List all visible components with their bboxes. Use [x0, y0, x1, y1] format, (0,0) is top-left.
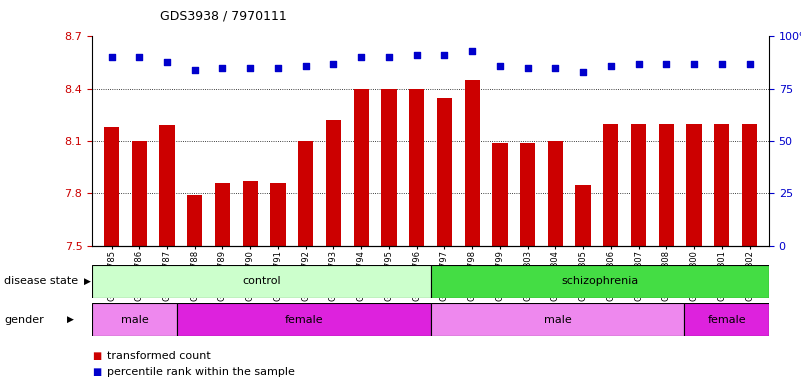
- Bar: [493, 143, 508, 246]
- Bar: [575, 185, 590, 246]
- Point: [438, 52, 451, 58]
- Point: [743, 61, 756, 67]
- Text: ▶: ▶: [66, 315, 74, 324]
- Point: [549, 65, 562, 71]
- Bar: [603, 124, 618, 246]
- Text: transformed count: transformed count: [107, 351, 211, 361]
- Bar: [353, 89, 368, 246]
- Point: [300, 63, 312, 69]
- Point: [632, 61, 645, 67]
- Point: [687, 61, 700, 67]
- Bar: [714, 124, 730, 246]
- Bar: [326, 120, 341, 246]
- Bar: [131, 141, 147, 246]
- Point: [327, 61, 340, 67]
- Point: [161, 58, 174, 65]
- Text: disease state: disease state: [4, 276, 78, 286]
- Bar: [187, 195, 203, 246]
- Text: female: female: [284, 314, 323, 325]
- Text: ▶: ▶: [84, 276, 91, 286]
- Text: GDS3938 / 7970111: GDS3938 / 7970111: [160, 10, 287, 23]
- Text: ■: ■: [92, 367, 102, 377]
- Point: [521, 65, 534, 71]
- Point: [660, 61, 673, 67]
- Text: control: control: [242, 276, 280, 286]
- Point: [577, 69, 590, 75]
- Bar: [381, 89, 396, 246]
- Point: [465, 48, 478, 54]
- Bar: [215, 183, 230, 246]
- Point: [605, 63, 618, 69]
- Bar: [520, 143, 535, 246]
- Bar: [684, 303, 769, 336]
- Bar: [686, 124, 702, 246]
- Point: [715, 61, 728, 67]
- Text: ■: ■: [92, 351, 102, 361]
- Bar: [159, 126, 175, 246]
- Bar: [104, 127, 119, 246]
- Point: [188, 67, 201, 73]
- Text: schizophrenia: schizophrenia: [562, 276, 638, 286]
- Bar: [92, 265, 430, 298]
- Bar: [92, 303, 177, 336]
- Point: [244, 65, 256, 71]
- Point: [133, 55, 146, 61]
- Bar: [409, 89, 425, 246]
- Point: [493, 63, 506, 69]
- Bar: [465, 80, 480, 246]
- Bar: [430, 265, 769, 298]
- Text: male: male: [544, 314, 571, 325]
- Point: [355, 55, 368, 61]
- Text: percentile rank within the sample: percentile rank within the sample: [107, 367, 295, 377]
- Point: [383, 55, 396, 61]
- Bar: [271, 183, 286, 246]
- Bar: [742, 124, 757, 246]
- Bar: [298, 141, 313, 246]
- Bar: [430, 303, 684, 336]
- Text: female: female: [707, 314, 746, 325]
- Point: [272, 65, 284, 71]
- Bar: [437, 98, 452, 246]
- Bar: [631, 124, 646, 246]
- Point: [410, 52, 423, 58]
- Bar: [177, 303, 430, 336]
- Bar: [658, 124, 674, 246]
- Bar: [243, 181, 258, 246]
- Text: gender: gender: [4, 315, 44, 325]
- Point: [105, 55, 118, 61]
- Bar: [548, 141, 563, 246]
- Point: [216, 65, 229, 71]
- Text: male: male: [120, 314, 148, 325]
